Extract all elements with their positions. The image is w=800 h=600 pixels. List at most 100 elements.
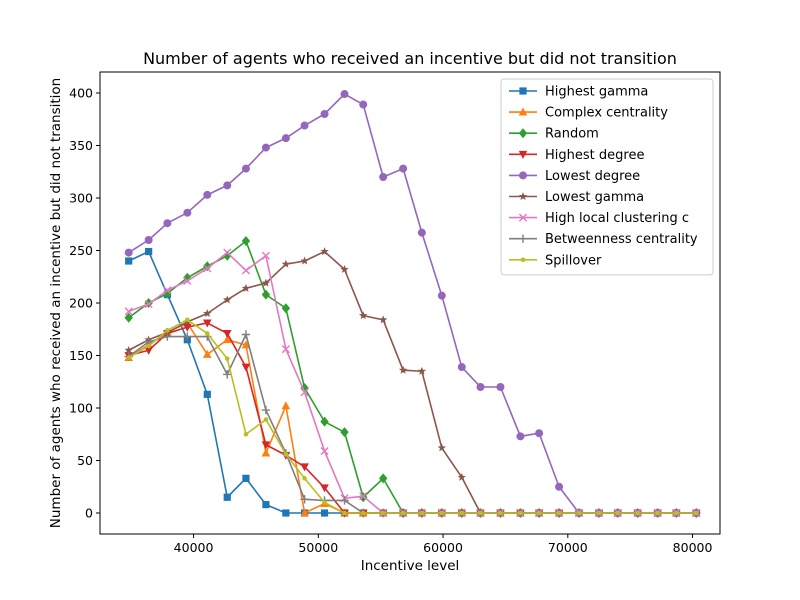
data-point bbox=[320, 416, 329, 427]
data-point bbox=[459, 510, 465, 516]
data-point bbox=[693, 510, 699, 516]
plot-area bbox=[124, 90, 701, 518]
data-point bbox=[457, 363, 466, 372]
data-point bbox=[241, 330, 251, 339]
x-tick-label: 70000 bbox=[548, 540, 588, 555]
data-point bbox=[340, 90, 349, 99]
data-point bbox=[419, 510, 425, 516]
data-point bbox=[183, 276, 192, 286]
series-line bbox=[128, 322, 697, 514]
data-point bbox=[203, 190, 212, 199]
data-point bbox=[145, 247, 153, 256]
data-point bbox=[457, 472, 466, 481]
y-axis: 0 50 100 150 200 250 300 350 400 bbox=[69, 86, 100, 521]
data-point bbox=[400, 510, 406, 516]
data-point bbox=[359, 100, 368, 109]
data-point bbox=[126, 355, 131, 360]
legend-label: Complex centrality bbox=[545, 106, 668, 121]
legend-item: Lowest gamma bbox=[509, 190, 644, 205]
data-point bbox=[360, 510, 366, 516]
data-point bbox=[146, 343, 151, 349]
data-point bbox=[300, 256, 309, 265]
legend-marker bbox=[518, 234, 528, 243]
data-point bbox=[437, 443, 446, 452]
data-point bbox=[261, 251, 271, 260]
data-point bbox=[439, 510, 445, 516]
data-point bbox=[125, 257, 133, 265]
data-point bbox=[222, 335, 232, 344]
data-point bbox=[261, 448, 271, 457]
data-point bbox=[498, 510, 503, 516]
data-point bbox=[185, 317, 190, 323]
legend-item: Spillover bbox=[509, 253, 602, 268]
data-point bbox=[380, 510, 386, 516]
legend-label: Highest degree bbox=[545, 148, 644, 163]
legend-marker bbox=[518, 192, 528, 201]
data-point bbox=[340, 265, 349, 273]
legend-marker bbox=[518, 107, 528, 116]
legend-label: High local clustering c bbox=[545, 211, 689, 226]
data-point bbox=[536, 510, 542, 516]
y-tick-label: 350 bbox=[69, 138, 93, 153]
legend-label: Spillover bbox=[545, 253, 602, 268]
data-point bbox=[263, 417, 269, 422]
data-point bbox=[282, 509, 290, 517]
data-point bbox=[576, 510, 582, 516]
series-high-local-clustering-c bbox=[124, 248, 701, 518]
data-point bbox=[223, 295, 232, 304]
data-point bbox=[144, 236, 153, 244]
data-point bbox=[124, 248, 133, 257]
data-point bbox=[342, 510, 347, 516]
data-point bbox=[261, 405, 271, 415]
legend-item: Lowest degree bbox=[509, 169, 640, 184]
series-betweenness-centrality bbox=[124, 330, 701, 518]
legend-label: Betweenness centrality bbox=[545, 232, 698, 247]
data-point bbox=[320, 110, 329, 118]
y-axis-label: Number of agents who received an incenti… bbox=[48, 78, 64, 528]
data-point bbox=[202, 319, 212, 328]
legend-marker bbox=[520, 257, 526, 263]
data-point bbox=[183, 323, 192, 332]
legend-marker bbox=[519, 87, 527, 95]
data-point bbox=[223, 181, 232, 190]
data-point bbox=[165, 328, 170, 333]
data-point bbox=[596, 510, 602, 516]
data-point bbox=[281, 134, 290, 143]
series-line bbox=[128, 240, 697, 514]
legend-item: Random bbox=[509, 127, 599, 142]
data-point bbox=[320, 247, 329, 256]
legend: Highest gamma Complex centrality Random Hig… bbox=[500, 78, 714, 276]
data-point bbox=[163, 219, 172, 228]
data-point bbox=[300, 463, 309, 472]
data-point bbox=[478, 510, 483, 516]
data-point bbox=[144, 299, 153, 309]
data-point bbox=[417, 366, 427, 375]
data-point bbox=[241, 266, 251, 275]
data-point bbox=[242, 474, 250, 482]
x-axis-label: Incentive level bbox=[361, 558, 460, 574]
series-line bbox=[128, 333, 697, 514]
data-point bbox=[203, 309, 212, 318]
y-tick-label: 50 bbox=[77, 453, 93, 468]
data-point bbox=[635, 510, 640, 516]
data-point bbox=[320, 484, 329, 493]
series-line bbox=[128, 250, 697, 514]
data-point bbox=[322, 500, 327, 505]
legend-label: Lowest degree bbox=[545, 169, 640, 184]
series-line bbox=[128, 318, 697, 514]
legend-item: Highest degree bbox=[509, 148, 644, 163]
data-point bbox=[320, 446, 329, 456]
data-point bbox=[261, 278, 271, 287]
data-point bbox=[163, 286, 172, 295]
data-point bbox=[518, 510, 523, 516]
data-point bbox=[379, 173, 388, 181]
series-lowest-gamma bbox=[124, 247, 701, 517]
chart-title: Number of agents who received an incenti… bbox=[143, 49, 677, 68]
series-lowest-degree bbox=[124, 90, 701, 517]
data-point bbox=[359, 492, 368, 501]
data-point bbox=[223, 370, 232, 379]
data-point bbox=[615, 510, 621, 516]
x-tick-label: 40000 bbox=[174, 540, 214, 555]
x-tick-label: 80000 bbox=[673, 540, 713, 555]
